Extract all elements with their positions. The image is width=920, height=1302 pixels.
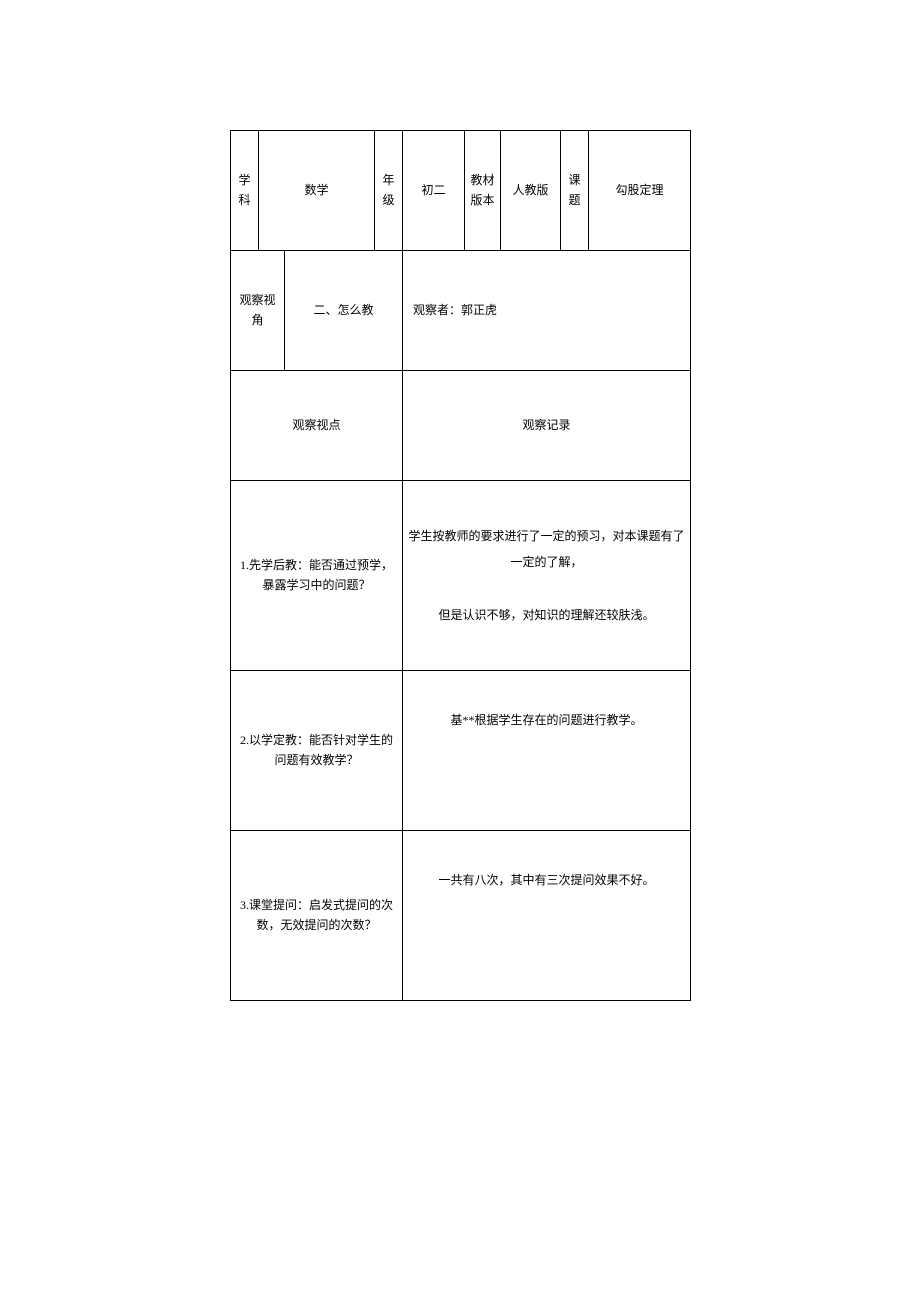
record-2-cell: 基**根据学生存在的问题进行教学。: [403, 671, 691, 831]
topic-value-cell: 勾股定理: [589, 131, 691, 251]
observation-row-3: 3.课堂提问：启发式提问的次数，无效提问的次数？ 一共有八次，其中有三次提问效果…: [231, 831, 691, 1001]
viewpoint-header-cell: 观察视点: [231, 371, 403, 481]
viewpoint-2-cell: 2.以学定教：能否针对学生的问题有效教学？: [231, 671, 403, 831]
grade-value-cell: 初二: [403, 131, 465, 251]
viewpoint-3-cell: 3.课堂提问：启发式提问的次数，无效提问的次数？: [231, 831, 403, 1001]
subject-value-cell: 数学: [259, 131, 375, 251]
textbook-value-cell: 人教版: [501, 131, 561, 251]
observer-row: 观察视角 二、怎么教 观察者：郭正虎: [231, 251, 691, 371]
observation-row-1: 1.先学后教：能否通过预学，暴露学习中的问题？ 学生按教师的要求进行了一定的预习…: [231, 481, 691, 671]
grade-label-cell: 年级: [375, 131, 403, 251]
viewpoint-1-cell: 1.先学后教：能否通过预学，暴露学习中的问题？: [231, 481, 403, 671]
subject-label-cell: 学科: [231, 131, 259, 251]
observation-table: 学科 数学 年级 初二 教材版本 人教版 课题 勾股定理 观察视角 二、怎么教 …: [230, 130, 691, 1001]
observation-row-2: 2.以学定教：能否针对学生的问题有效教学？ 基**根据学生存在的问题进行教学。: [231, 671, 691, 831]
record-3-cell: 一共有八次，其中有三次提问效果不好。: [403, 831, 691, 1001]
section-header-row: 观察视点 观察记录: [231, 371, 691, 481]
record-1-line1: 学生按教师的要求进行了一定的预习，对本课题有了一定的了解，: [407, 523, 686, 576]
observation-table-container: 学科 数学 年级 初二 教材版本 人教版 课题 勾股定理 观察视角 二、怎么教 …: [230, 130, 690, 1001]
record-1-cell: 学生按教师的要求进行了一定的预习，对本课题有了一定的了解， 但是认识不够，对知识…: [403, 481, 691, 671]
topic-label-cell: 课题: [561, 131, 589, 251]
textbook-label-cell: 教材版本: [465, 131, 501, 251]
angle-label-cell: 观察视角: [231, 251, 285, 371]
header-row: 学科 数学 年级 初二 教材版本 人教版 课题 勾股定理: [231, 131, 691, 251]
record-1-line2: 但是认识不够，对知识的理解还较肤浅。: [407, 602, 686, 628]
record-header-cell: 观察记录: [403, 371, 691, 481]
observer-cell: 观察者：郭正虎: [403, 251, 691, 371]
angle-value-cell: 二、怎么教: [285, 251, 403, 371]
